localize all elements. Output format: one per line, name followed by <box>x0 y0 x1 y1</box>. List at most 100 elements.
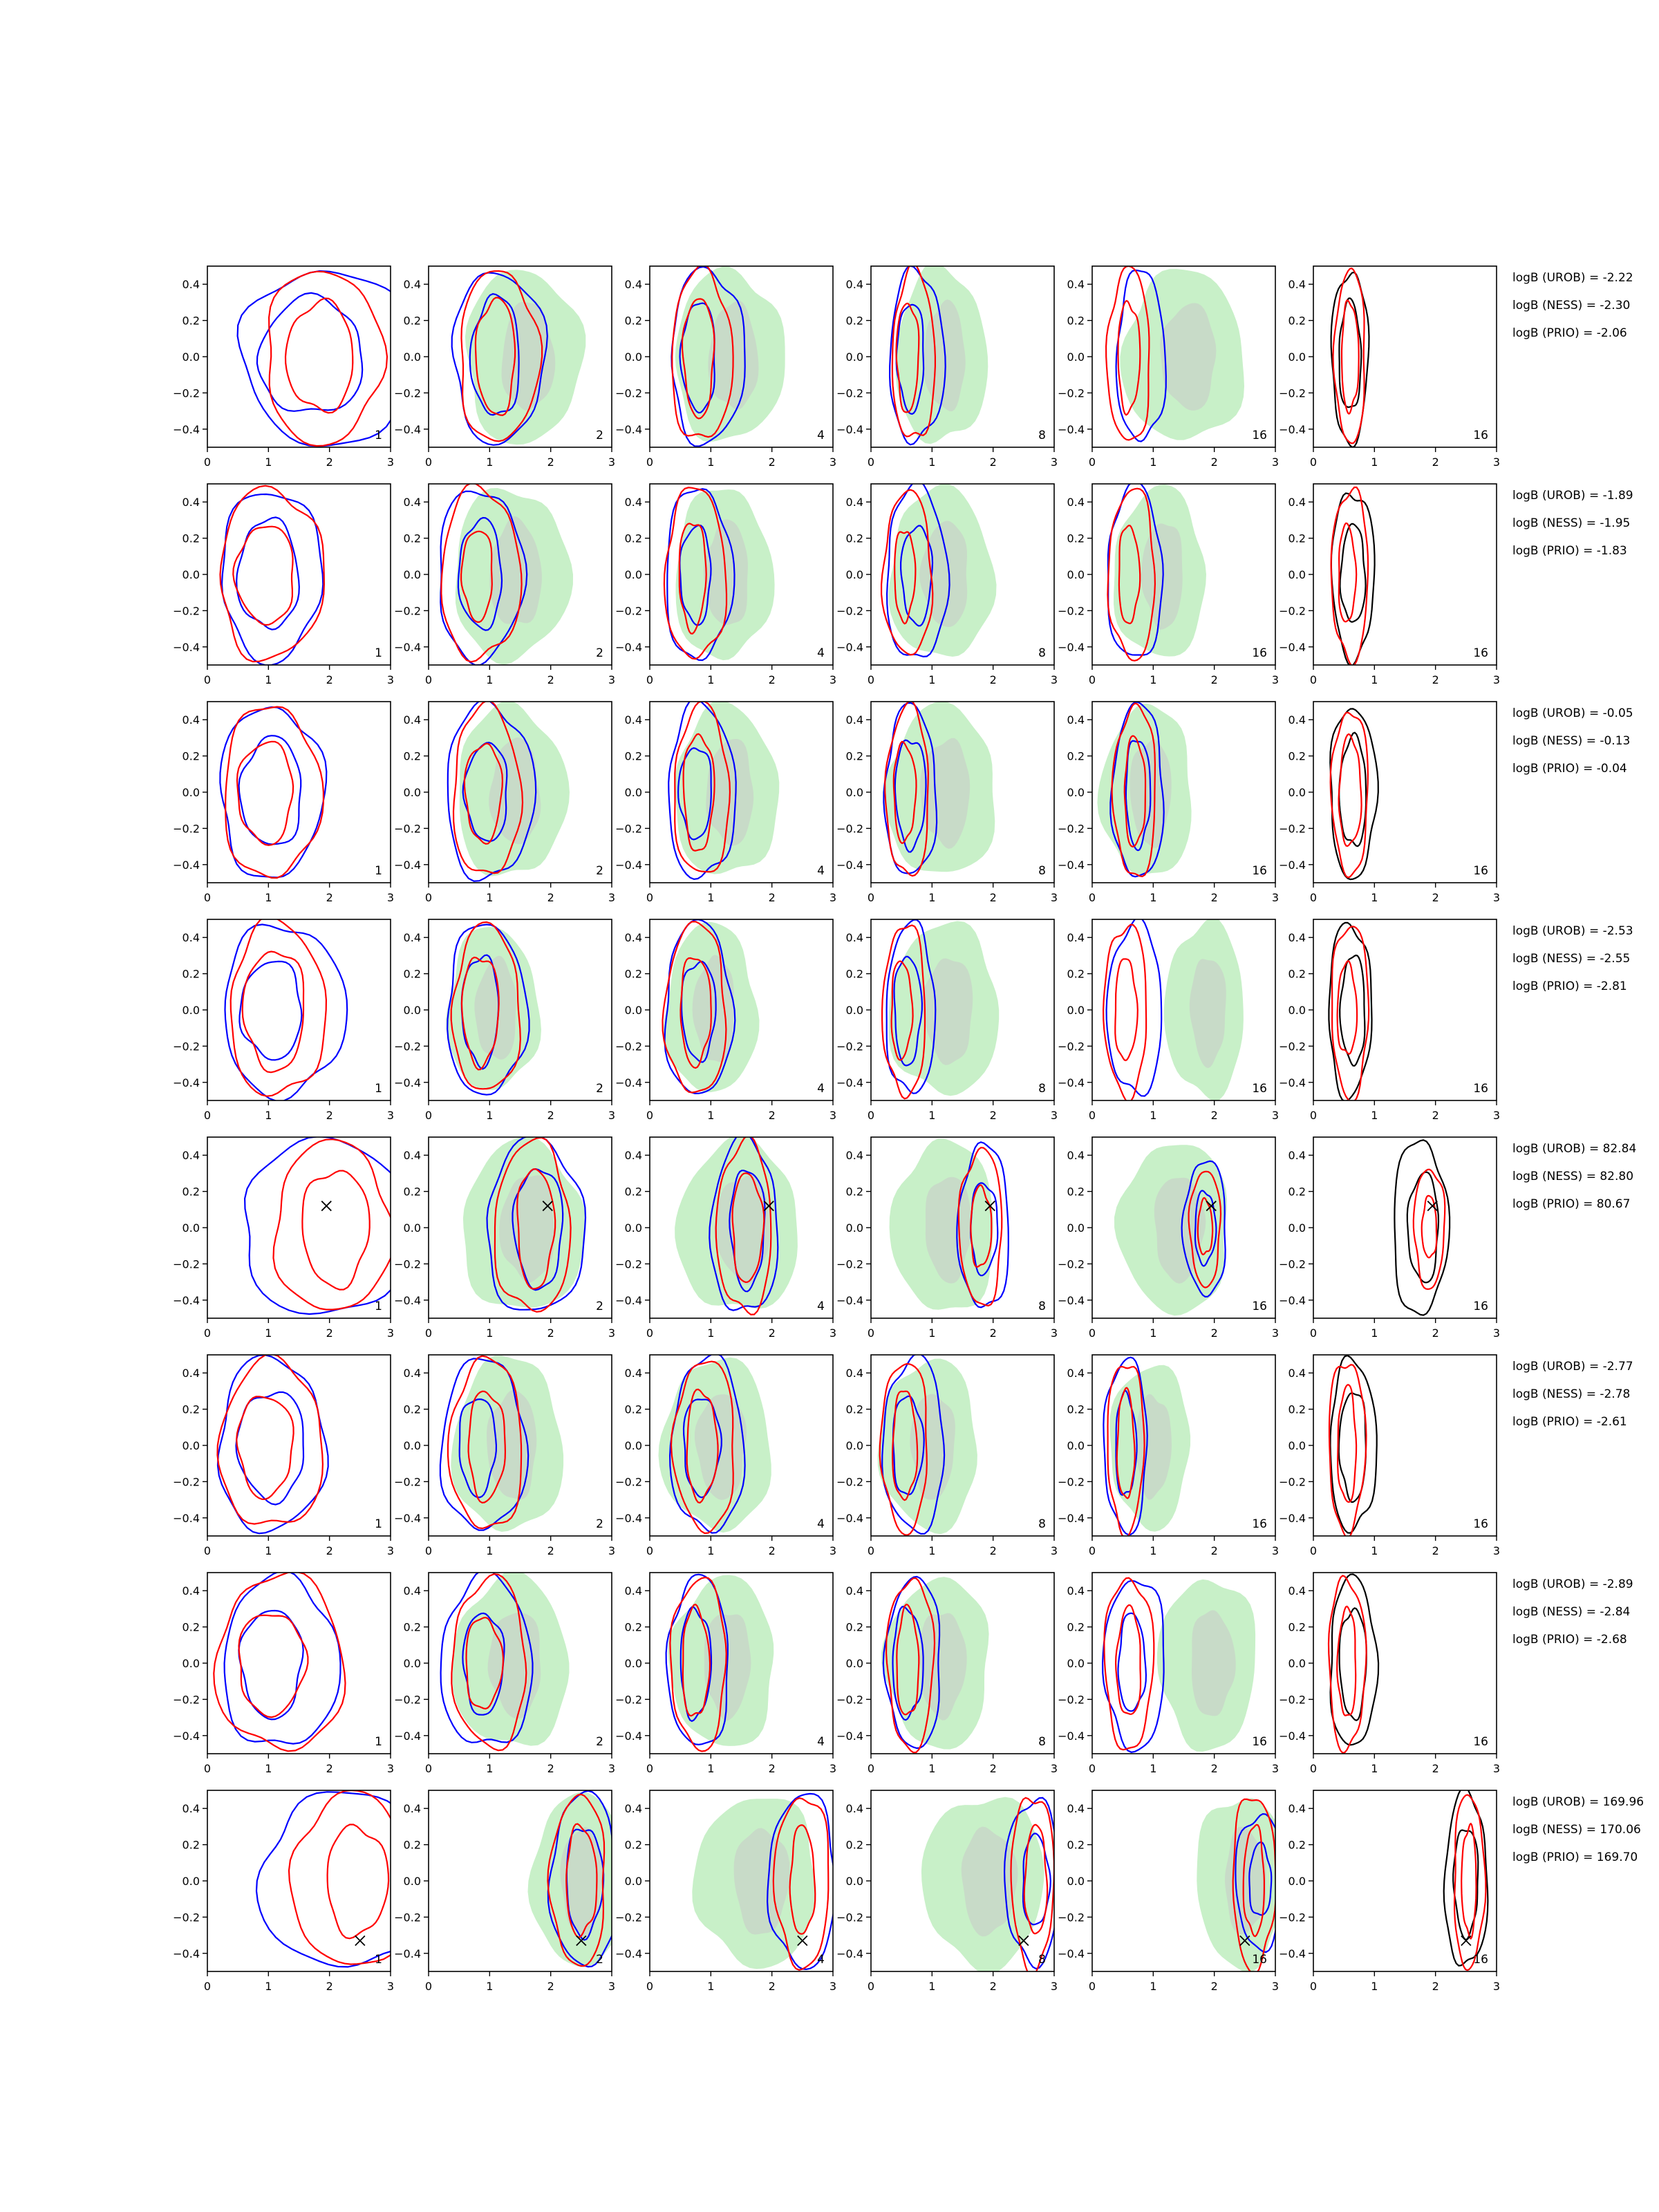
true-value-marker <box>1018 1935 1029 1947</box>
row-5: −0.4 −0.2 0.0 0.2 0.4 0 1 2 3 1 −0.4 −0.2 0.0 0.2 0.4 0… <box>173 1136 1636 1340</box>
panel-plot-area <box>1328 921 1373 1100</box>
panel-r2-c6: −0.4 −0.2 0.0 0.2 0.4 0 1 2 3 16 <box>1279 483 1500 686</box>
panel-number-label: 4 <box>817 1517 825 1531</box>
panel-plot-area <box>1097 702 1192 878</box>
x-tick-label: 2 <box>1432 1544 1439 1557</box>
x-tick-label: 2 <box>547 673 554 686</box>
blue-contour-1 <box>956 1141 1009 1309</box>
x-tick-label: 3 <box>1272 1762 1279 1775</box>
blue-contour-2 <box>235 1391 305 1506</box>
gray-region-inner <box>961 1826 1018 1937</box>
red-contour-2 <box>1336 959 1358 1056</box>
panel-r1-c3: −0.4 −0.2 0.0 0.2 0.4 0 1 2 3 4 <box>615 265 836 469</box>
y-tick-label: −0.4 <box>1058 1294 1085 1307</box>
panel-number-label: 1 <box>375 1953 382 1967</box>
y-tick-label: −0.2 <box>1058 1040 1085 1053</box>
y-tick-label: 0.4 <box>625 1367 642 1380</box>
logb-annotation: logB (UROB) = 82.84 <box>1512 1142 1636 1156</box>
panel-r8-c4: −0.4 −0.2 0.0 0.2 0.4 0 1 2 38 <box>836 1790 1058 1993</box>
x-tick-label: 3 <box>1272 1980 1279 1993</box>
logb-annotation: logB (PRIO) = -1.83 <box>1512 544 1627 558</box>
blue-contour-2 <box>892 1606 924 1721</box>
y-tick-label: −0.4 <box>1058 423 1085 436</box>
red-contour-2 <box>1123 735 1147 847</box>
red-contour-2 <box>679 957 712 1069</box>
panel-plot-area <box>216 1355 329 1535</box>
panel-number-label: 16 <box>1473 864 1488 878</box>
panel-plot-area <box>527 1790 612 1968</box>
y-tick-label: 0.4 <box>182 1367 200 1380</box>
y-tick-label: 0.4 <box>1067 713 1085 727</box>
x-tick-label: 1 <box>486 1980 493 1993</box>
x-tick-label: 0 <box>204 891 211 904</box>
y-tick-label: −0.2 <box>394 604 421 617</box>
y-tick-label: −0.4 <box>615 1947 642 1960</box>
y-tick-label: −0.2 <box>836 1475 863 1488</box>
y-tick-label: −0.4 <box>1279 1512 1306 1525</box>
y-tick-label: 0.2 <box>846 968 863 981</box>
y-tick-label: 0.0 <box>846 1004 863 1017</box>
red-contour-1 <box>1328 1364 1367 1536</box>
panel-number-label: 2 <box>596 1517 603 1531</box>
y-tick-label: 0.4 <box>846 278 863 291</box>
blue-contour-1 <box>888 266 946 446</box>
red-contour-1 <box>670 1360 734 1535</box>
logb-annotation: logB (PRIO) = -2.81 <box>1512 980 1627 993</box>
red-contour-1 <box>662 921 727 1094</box>
panel-number-label: 4 <box>817 1735 825 1749</box>
x-tick-label: 3 <box>1051 1327 1058 1340</box>
x-tick-label: 3 <box>387 1544 394 1557</box>
x-tick-label: 1 <box>928 456 935 469</box>
x-tick-label: 1 <box>265 891 272 904</box>
y-tick-label: −0.2 <box>173 1475 200 1488</box>
red-contour-2 <box>236 740 294 846</box>
row-2: −0.4−0.20.00.20.40 1 2 31 −0.4−0.20.00.20.40… <box>173 483 1633 686</box>
x-tick-label: 0 <box>1089 1980 1096 1993</box>
y-tick-label: 0.4 <box>1288 713 1306 727</box>
x-tick-label: 1 <box>1150 1980 1156 1993</box>
y-tick-label: −0.2 <box>394 1693 421 1706</box>
y-tick-label: −0.2 <box>836 386 863 400</box>
red-contour-2 <box>238 1614 309 1718</box>
y-tick-label: 0.4 <box>1067 1584 1085 1597</box>
blue-contour-2 <box>677 747 712 841</box>
logb-annotation: logB (PRIO) = 80.67 <box>1512 1197 1630 1211</box>
x-tick-label: 3 <box>1051 1109 1058 1122</box>
y-tick-label: 0.0 <box>1288 786 1306 799</box>
y-tick-label: −0.4 <box>615 1512 642 1525</box>
logb-annotation: logB (NESS) = -2.78 <box>1512 1387 1630 1401</box>
x-tick-label: 0 <box>646 891 653 904</box>
y-tick-label: 0.2 <box>182 532 200 545</box>
blue-contour-2 <box>1117 1612 1147 1712</box>
y-tick-label: 0.4 <box>182 1584 200 1597</box>
panel-plot-area <box>921 1797 1054 1971</box>
x-tick-label: 0 <box>1089 673 1096 686</box>
panel-plot-area <box>1101 1577 1256 1753</box>
y-tick-label: −0.2 <box>615 1693 642 1706</box>
red-contour-1 <box>1010 1797 1054 1971</box>
y-tick-label: 0.0 <box>1288 568 1306 581</box>
y-tick-label: 0.0 <box>846 786 863 799</box>
y-tick-label: 0.2 <box>625 532 642 545</box>
y-tick-label: 0.0 <box>1288 1004 1306 1017</box>
panel-r7-c3: −0.4 −0.2 0.0 0.2 0.4 0 1 2 34 <box>615 1572 836 1775</box>
blue-contour-1 <box>236 270 391 447</box>
x-tick-label: 2 <box>769 673 776 686</box>
red-contour-1 <box>1232 1798 1275 1971</box>
panel-number-label: 8 <box>1038 1082 1046 1096</box>
y-tick-label: 0.4 <box>182 1149 200 1162</box>
x-tick-label: 3 <box>387 1762 394 1775</box>
panel-plot-area <box>1103 1356 1191 1536</box>
panel-plot-area <box>1330 486 1376 665</box>
y-tick-label: −0.4 <box>1279 641 1306 654</box>
panel-plot-area <box>662 919 760 1095</box>
y-tick-label: −0.4 <box>394 1730 421 1743</box>
y-tick-label: −0.2 <box>836 1911 863 1924</box>
blue-contour-2 <box>679 524 712 626</box>
panel-number-label: 16 <box>1252 1953 1267 1967</box>
logb-annotation: logB (NESS) = 82.80 <box>1512 1170 1633 1183</box>
y-tick-label: 0.2 <box>846 1403 863 1416</box>
red-contour-1 <box>772 1797 830 1971</box>
x-tick-label: 1 <box>928 1327 935 1340</box>
blue-contour-1 <box>883 702 938 874</box>
